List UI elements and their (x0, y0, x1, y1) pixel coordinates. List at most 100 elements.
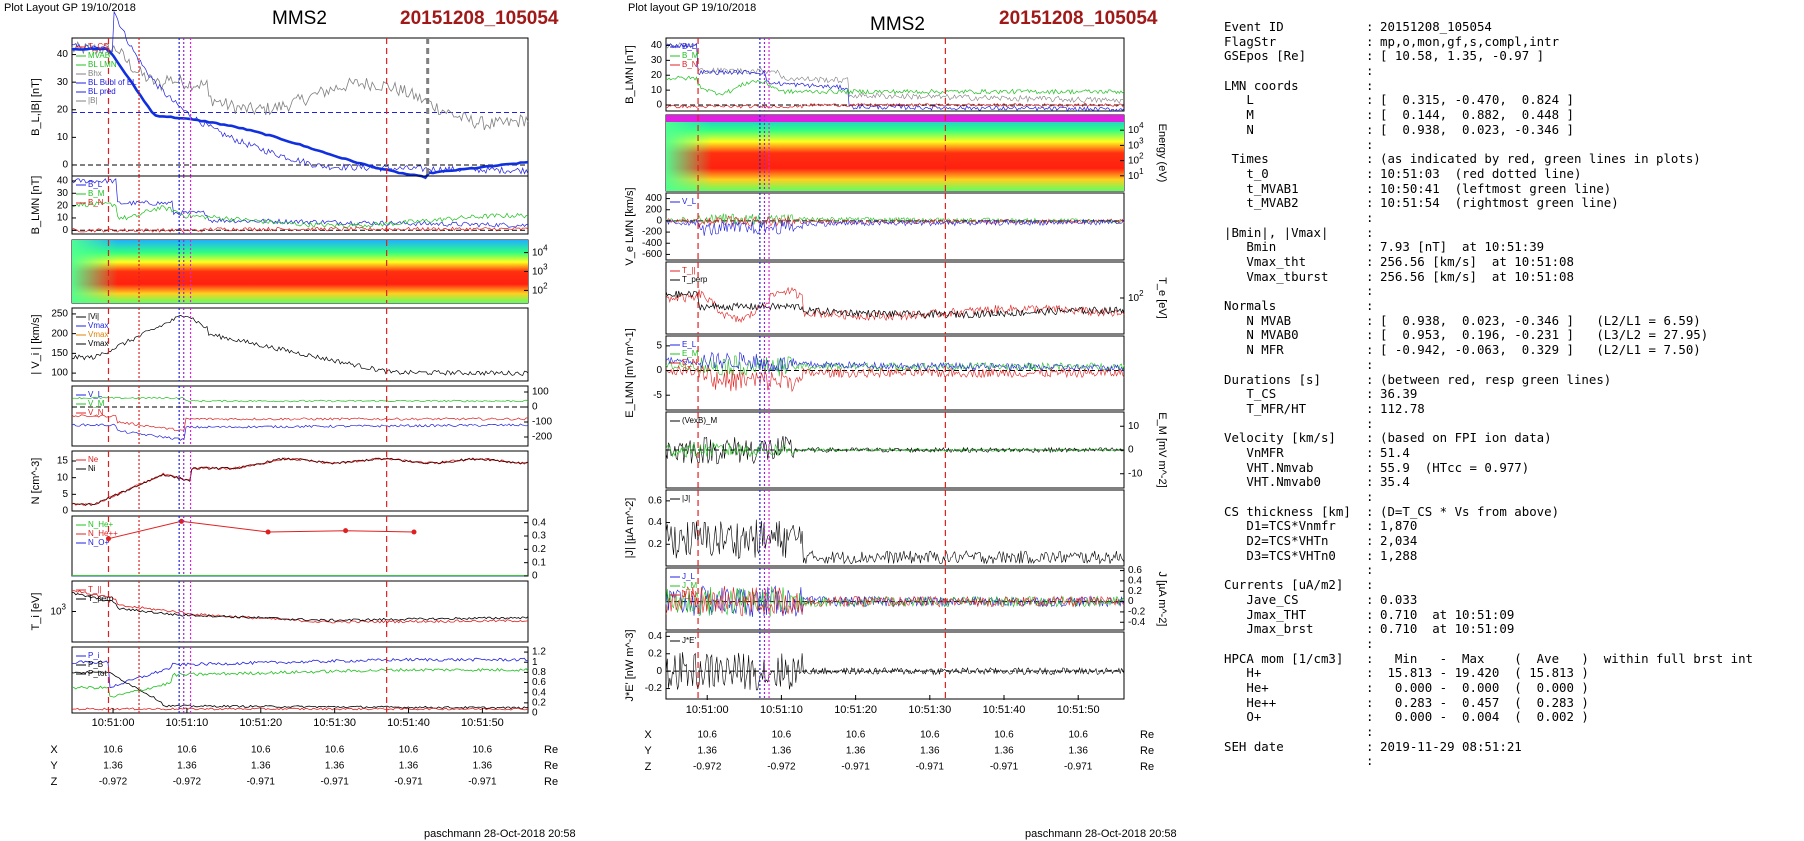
summary-key: Jmax_brst (1224, 621, 1314, 637)
legend-entry: T_|| (682, 266, 696, 275)
summary-key: Currents [uA/m2] (1224, 577, 1344, 593)
summary-colon: : (1366, 136, 1374, 152)
summary-key: t_MVAB1 (1224, 180, 1299, 196)
summary-row: FlagStr: mp,o,mon,gf,s,compl,intr (1224, 33, 1794, 50)
summary-key: D2=TCS*VHTn (1224, 533, 1329, 549)
summary-row: L: [ 0.315, -0.470, 0.824 ] (1224, 93, 1794, 108)
right-panel-8: 0.4 0.2 0 -0.2 J*E' [nW m^-3] J*E' (624, 629, 1125, 702)
position-value: -0.972 (693, 762, 722, 773)
y-tick-label: 200 (645, 204, 662, 215)
y-tick-label: 150 (51, 348, 68, 359)
position-value: 1.36 (399, 761, 419, 772)
panel-frame (71, 385, 529, 447)
series-je (665, 652, 1125, 691)
summary-value: (as indicated by red, green lines in plo… (1380, 151, 1701, 167)
summary-row: Vmax_tburst:256.56 [km/s] at 10:51:08 (1224, 268, 1794, 285)
position-value: 1.36 (103, 761, 123, 772)
legend-entry: V_L (682, 197, 697, 206)
summary-value: [ 0.938, 0.023, -0.346 ] (1380, 121, 1574, 137)
summary-row: : (1224, 563, 1794, 578)
position-row-label: X (50, 744, 58, 756)
summary-value: 51.4 (1380, 444, 1410, 460)
y-tick-label: 0.4 (1128, 576, 1142, 587)
spectrogram-saturation-band (666, 115, 1124, 122)
series-bm (665, 75, 1125, 96)
legend-entry: V_M (88, 399, 105, 408)
summary-value: mp,o,mon,gf,s,compl,intr (1380, 33, 1560, 49)
x-tick-label: 10:51:00 (92, 717, 135, 729)
summary-colon: : (1366, 474, 1374, 490)
summary-key: T_MFR/HT (1224, 400, 1307, 416)
summary-row: VHT.Nmvab:55.9 (HTcc = 0.977) (1224, 460, 1794, 476)
y-tick-label: 0 (62, 160, 68, 171)
series-vm (665, 213, 1125, 226)
y-tick-label: 0.6 (648, 495, 662, 506)
position-unit: Re (1140, 745, 1154, 757)
y-tick-label: 0 (62, 225, 68, 236)
summary-value: 0.000 - 0.000 ( 0.000 ) (1380, 679, 1589, 695)
summary-row: H+: 15.813 - 19.420 ( 15.813 ) (1224, 666, 1794, 681)
y-tick-label: 0.1 (532, 557, 546, 568)
summary-value: 256.56 [km/s] at 10:51:08 (1380, 268, 1574, 284)
legend-entry: P_i (88, 651, 100, 660)
y-tick-label: 0.4 (648, 517, 662, 528)
series-bn (665, 102, 1125, 109)
x-tick-label: 10:51:40 (983, 704, 1026, 716)
y-tick-label: 200 (51, 328, 68, 339)
legend-entry: Vmax (88, 321, 108, 330)
summary-key: |Bmin|, |Vmax| (1224, 224, 1329, 240)
summary-colon: : (1366, 63, 1374, 79)
position-value: -0.971 (247, 777, 276, 788)
position-value: -0.972 (99, 777, 128, 788)
event-summary-table: Event ID:20151208_105054 FlagStr: mp,o,mon… (1224, 19, 1794, 769)
series-tperp (665, 290, 1125, 319)
summary-value: [ -0.942, -0.063, 0.329 ] (L2/L1 = 7.50) (1380, 342, 1701, 358)
y-tick-label: 10 (651, 85, 663, 96)
y-tick-label: 0 (656, 100, 662, 111)
y-tick-label: 0.2 (648, 648, 662, 659)
legend-entry: BL pred (88, 87, 116, 96)
summary-key: N MVAB (1224, 312, 1292, 328)
series-em-e (665, 442, 1125, 458)
spectrogram-fade-overlay (666, 115, 1124, 191)
summary-colon: : (1366, 121, 1374, 137)
summary-colon: : (1366, 180, 1374, 196)
y-tick-label: 104 (1128, 121, 1144, 136)
summary-key: Vmax_tburst (1224, 268, 1329, 284)
position-unit: Re (544, 744, 558, 756)
summary-row: M: [ 0.144, 0.882, 0.448 ] (1224, 107, 1794, 123)
summary-colon: : (1366, 371, 1374, 387)
x-tick-label: 10:51:30 (313, 717, 356, 729)
series-nhe++ (108, 520, 415, 540)
y-tick-label: 103 (1128, 137, 1144, 152)
summary-colon: : (1366, 151, 1374, 167)
summary-value: 2019-11-29 08:51:21 (1380, 738, 1522, 754)
summary-row: N MVAB0: [ 0.953, 0.196, -0.231 ] (L3/L2 … (1224, 328, 1794, 343)
legend-entry: V_L (88, 390, 103, 399)
series-en (665, 365, 1125, 393)
y-tick-label: 5 (62, 489, 68, 500)
y-tick-label: 0.4 (532, 687, 546, 698)
summary-row: T_CS:36.39 (1224, 386, 1794, 402)
summary-row: : (1224, 284, 1794, 299)
position-value: 10.6 (846, 730, 866, 741)
summary-key: VnMFR (1224, 444, 1284, 460)
summary-colon: : (1366, 342, 1374, 358)
legend-entry: MVAB (88, 51, 110, 60)
y-tick-label: 102 (532, 282, 548, 297)
x-tick-label: 10:51:30 (908, 704, 951, 716)
y-tick-label: 20 (57, 104, 69, 115)
summary-key: Vmax_tht (1224, 254, 1307, 269)
summary-colon: : (1366, 92, 1374, 108)
left-panel-8: 00.20.40.60.811.2P [nPa]P_iP_BP_tot (71, 646, 546, 719)
summary-colon: : (1366, 268, 1374, 284)
series-bl (71, 178, 529, 228)
position-value: 1.36 (1068, 746, 1088, 757)
summary-colon: : (1366, 533, 1374, 549)
summary-value: 256.56 [km/s] at 10:51:08 (1380, 254, 1574, 269)
y-tick-label: 0.2 (1128, 586, 1142, 597)
summary-key: He++ (1224, 694, 1277, 710)
y-axis-label: Energy (eV) (1156, 124, 1168, 183)
